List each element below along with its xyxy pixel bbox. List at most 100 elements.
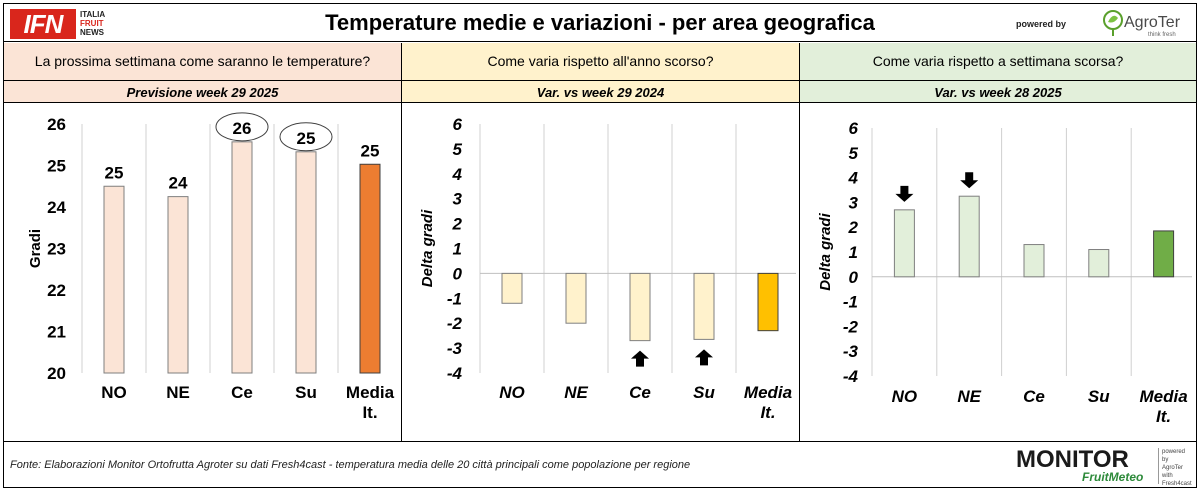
y-tick-label: 0 [453,264,463,283]
y-tick-label: 25 [47,157,66,176]
y-tick-label: 2 [848,218,859,237]
panel-forecast: La prossima settimana come saranno le te… [4,43,402,441]
powered-by-label: powered by [1016,19,1067,29]
y-tick-label: 4 [452,165,463,184]
y-tick-label: 4 [848,169,859,188]
y-tick-label: 6 [453,115,463,134]
y-tick-label: 24 [47,198,66,217]
y-tick-label: 5 [453,140,463,159]
panel-subtitle: Var. vs week 29 2024 [402,80,799,103]
monitor-fruitmeteo-logo[interactable]: MONITOR FruitMeteo powered by AgroTer wi… [1016,446,1194,487]
y-tick-label: 1 [453,240,462,259]
y-axis-label: Gradi [27,229,44,268]
y-tick-label: 1 [849,243,858,262]
panel-question: Come varia rispetto all'anno scorso? [487,53,714,69]
x-tick-label: Su [1088,387,1110,406]
ifn-logo-words: ITALIA FRUIT NEWS [80,10,105,37]
leaf-icon [1103,10,1123,36]
panel-vs-last-week: Come varia rispetto a settimana scorsa? … [800,43,1196,441]
monitor-logo-side: powered by AgroTer with Fresh4cast [1158,448,1192,487]
chart-vs-last-year-svg: -4 -3 -2 -1 0 1 2 3 4 5 6 Delta gradi NO NE Ce Su MediaI… [419,115,796,422]
source-note: Fonte: Elaborazioni Monitor Ortofrutta A… [10,459,691,471]
arrow-down-icon [960,172,979,189]
y-tick-label: 20 [47,364,66,383]
bar [359,163,381,374]
agroter-logo[interactable]: AgroTer think fresh [1102,10,1194,38]
x-tick-label: Su [693,383,715,402]
x-tick-label: Ce [629,383,651,402]
ifn-logo-line: ITALIA [80,10,106,19]
data-label: 25 [105,163,124,182]
bar [295,151,317,374]
bar [893,209,915,278]
y-tick-label: 3 [453,190,463,209]
x-tick-label: NO [499,383,525,402]
data-label: 25 [297,129,316,148]
x-tick-label: It. [362,403,377,422]
chart-vs-last-year: -4 -3 -2 -1 0 1 2 3 4 5 6 Delta gradi NO NE Ce Su Media I… [402,104,799,441]
page-title: Temperature medie e variazioni - per are… [325,10,875,35]
bar [1153,230,1175,278]
y-tick-label: 2 [452,215,463,234]
x-tick-label: NE [564,383,588,402]
monitor-side-line: Fresh4cast [1162,481,1192,487]
bar [103,185,125,374]
y-axis-label: Delta gradi [419,209,436,287]
chart-vs-last-week: -4 -3 -2 -1 0 1 2 3 4 5 6 Delta gradi NO NE Ce Su Media I… [800,104,1196,441]
panel-question: Come varia rispetto a settimana scorsa? [872,53,1124,69]
y-axis-label: Delta gradi [817,212,834,290]
y-tick-label: 0 [849,268,859,287]
bar [565,272,587,324]
bar [1088,249,1110,278]
x-tick-label: NO [101,383,127,402]
data-label-circle [279,122,333,152]
monitor-side-line: with [1162,473,1173,479]
y-tick-label: 26 [47,115,66,134]
y-tick-label: -3 [447,339,463,358]
panel-header: La prossima settimana come saranno le te… [4,43,401,103]
ifn-logo[interactable]: IFN ITALIA FRUIT NEWS [10,9,122,39]
panel-question: La prossima settimana come saranno le te… [34,53,371,69]
x-tick-label: Media [744,383,792,402]
agroter-name: AgroTer [1124,14,1181,31]
x-tick-label: Su [295,383,317,402]
x-tick-label: It. [760,403,775,422]
header: IFN ITALIA FRUIT NEWS Temperature medie … [4,4,1196,42]
bar [231,141,253,374]
y-tick-label: -1 [843,293,858,312]
chart-forecast-svg: 20 21 22 23 24 25 26 Gradi 25 NO 24 NE 26 Ce 25 Su 25 Med… [27,112,395,422]
ifn-logo-line: NEWS [80,28,104,37]
y-tick-label: -2 [447,314,463,333]
x-tick-label: Media [1140,387,1188,406]
footer: Fonte: Elaborazioni Monitor Ortofrutta A… [4,441,1196,487]
panel-subtitle: Previsione week 29 2025 [4,80,401,103]
bar [1023,244,1045,278]
arrow-up-icon [631,350,649,367]
arrow-down-icon [895,185,914,202]
y-tick-label: -4 [447,364,463,383]
x-tick-label: NO [892,387,918,406]
data-label: 24 [169,174,188,193]
data-label-circle [215,112,269,142]
y-tick-label: 22 [47,281,66,300]
monitor-logo-word: MONITOR [1016,446,1129,473]
y-tick-label: 23 [47,240,66,259]
bar [501,272,523,304]
y-tick-label: 5 [849,144,859,163]
bar [958,195,980,278]
chart-forecast: 20 21 22 23 24 25 26 Gradi 25 NO 24 NE 26 Ce 25 Su 25 Med… [4,104,401,441]
x-tick-label: It. [1156,407,1171,426]
panel-header: Come varia rispetto all'anno scorso? Var… [402,43,799,103]
panel-header: Come varia rispetto a settimana scorsa? … [800,43,1196,103]
ifn-logo-letters: IFN [10,9,76,39]
y-tick-label: -4 [843,367,859,386]
x-tick-label: Ce [1023,387,1045,406]
x-tick-label: NE [166,383,190,402]
monitor-side-line: powered by [1162,449,1186,463]
data-label: 26 [233,119,252,138]
agroter-tagline: think fresh [1148,32,1176,38]
x-tick-label: Ce [231,383,253,402]
panel-vs-last-year: Come varia rispetto all'anno scorso? Var… [402,43,800,441]
ifn-logo-line: FRUIT [80,19,104,28]
y-tick-label: 21 [47,323,66,342]
